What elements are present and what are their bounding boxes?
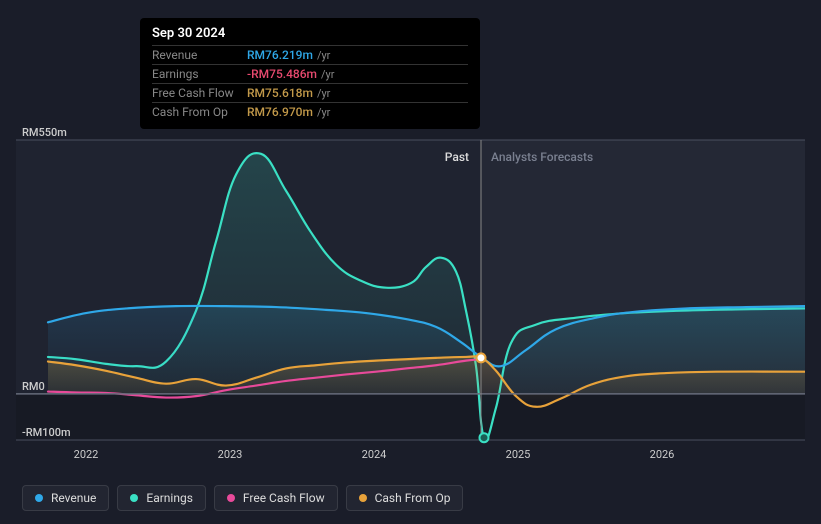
tooltip-row-unit: /yr bbox=[317, 106, 330, 119]
x-axis-tick: 2025 bbox=[506, 448, 531, 461]
y-axis-mid-label: RM0 bbox=[22, 380, 45, 393]
tooltip-row: Cash From OpRM76.970m/yr bbox=[152, 102, 468, 121]
y-axis-top-label: RM550m bbox=[22, 126, 67, 139]
tooltip-row: Earnings-RM75.486m/yr bbox=[152, 64, 468, 83]
legend-item-free-cash-flow[interactable]: Free Cash Flow bbox=[214, 485, 338, 511]
x-axis-tick: 2023 bbox=[218, 448, 243, 461]
tooltip: Sep 30 2024 RevenueRM76.219m/yrEarnings-… bbox=[140, 18, 480, 129]
legend-item-revenue[interactable]: Revenue bbox=[22, 485, 109, 511]
chart-svg bbox=[16, 130, 805, 448]
tooltip-row: RevenueRM76.219m/yr bbox=[152, 45, 468, 64]
tooltip-date: Sep 30 2024 bbox=[152, 26, 468, 45]
legend-label: Free Cash Flow bbox=[243, 491, 325, 505]
x-axis-tick: 2024 bbox=[362, 448, 387, 461]
tooltip-row-label: Revenue bbox=[152, 48, 247, 62]
section-label-past: Past bbox=[445, 150, 469, 164]
legend-label: Revenue bbox=[51, 491, 96, 505]
tooltip-row-label: Cash From Op bbox=[152, 105, 247, 119]
legend-dot-icon bbox=[227, 494, 235, 502]
tooltip-row-value: RM75.618m bbox=[247, 86, 313, 100]
tooltip-row-unit: /yr bbox=[321, 68, 334, 81]
tooltip-row-unit: /yr bbox=[317, 49, 330, 62]
section-label-forecast: Analysts Forecasts bbox=[491, 150, 593, 164]
chart-area: RM550m RM0 -RM100m Past Analysts Forecas… bbox=[16, 130, 805, 448]
tooltip-row: Free Cash FlowRM75.618m/yr bbox=[152, 83, 468, 102]
tooltip-row-value: RM76.970m bbox=[247, 105, 313, 119]
x-axis-tick: 2026 bbox=[650, 448, 675, 461]
legend-item-earnings[interactable]: Earnings bbox=[117, 485, 206, 511]
tooltip-row-label: Earnings bbox=[152, 67, 247, 81]
tooltip-row-value: -RM75.486m bbox=[247, 67, 317, 81]
legend-label: Earnings bbox=[146, 491, 193, 505]
legend-label: Cash From Op bbox=[375, 491, 451, 505]
legend-dot-icon bbox=[35, 494, 43, 502]
tooltip-row-unit: /yr bbox=[317, 87, 330, 100]
y-axis-bottom-label: -RM100m bbox=[22, 426, 71, 439]
legend-dot-icon bbox=[359, 494, 367, 502]
legend-dot-icon bbox=[130, 494, 138, 502]
legend: Revenue Earnings Free Cash Flow Cash From O… bbox=[22, 485, 463, 511]
tooltip-row-label: Free Cash Flow bbox=[152, 86, 247, 100]
legend-item-cash-from-op[interactable]: Cash From Op bbox=[346, 485, 464, 511]
tooltip-row-value: RM76.219m bbox=[247, 48, 313, 62]
x-axis-tick: 2022 bbox=[74, 448, 99, 461]
